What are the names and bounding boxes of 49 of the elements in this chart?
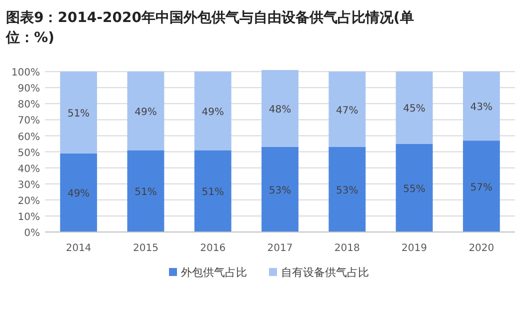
- x-tick-label: 2020: [468, 243, 494, 254]
- bar: [396, 72, 433, 144]
- bar: [262, 146, 298, 232]
- bar: [194, 150, 232, 232]
- y-tick-label: 80%: [18, 100, 40, 111]
- y-tick-label: 90%: [18, 84, 40, 95]
- bar: [127, 72, 164, 150]
- data-label: 51%: [202, 187, 224, 198]
- y-tick-label: 20%: [18, 196, 40, 207]
- data-label: 47%: [336, 105, 358, 116]
- data-label: 49%: [134, 106, 157, 118]
- x-tick-label: 2017: [267, 243, 293, 254]
- y-tick-label: 100%: [11, 68, 40, 79]
- bar: [462, 140, 500, 232]
- bar: [194, 72, 232, 150]
- bar: [127, 150, 164, 232]
- legend-label: 外包供气占比: [181, 266, 247, 279]
- bar: [396, 144, 433, 232]
- data-label: 53%: [268, 185, 292, 196]
- data-label: 51%: [67, 108, 90, 120]
- data-label: 43%: [470, 102, 493, 114]
- x-tick-label: 2019: [402, 243, 428, 254]
- y-tick-label: 60%: [18, 132, 40, 143]
- x-tick-label: 2014: [66, 243, 92, 254]
- data-label: 48%: [268, 104, 292, 116]
- bar: [60, 72, 98, 154]
- bar: [328, 146, 366, 232]
- chart-title: 图表9：2014-2020年中国外包供气与自由设备供气占比情况(单位：%): [5, 10, 414, 46]
- data-label: 45%: [403, 104, 426, 115]
- data-label: 55%: [403, 184, 426, 195]
- x-tick-label: 2016: [200, 243, 226, 254]
- data-label: 53%: [336, 185, 358, 196]
- y-tick-label: 50%: [18, 148, 40, 159]
- y-tick-label: 70%: [18, 116, 40, 127]
- y-tick-label: 40%: [18, 164, 40, 175]
- bar: [60, 153, 98, 232]
- bar: [462, 72, 500, 141]
- data-label: 51%: [134, 187, 157, 198]
- data-label: 49%: [202, 106, 224, 118]
- x-tick-label: 2015: [132, 243, 158, 254]
- bar: [328, 72, 366, 147]
- data-label: 49%: [67, 188, 90, 200]
- x-tick-label: 2018: [334, 243, 360, 254]
- bar: [262, 70, 298, 147]
- y-tick-label: 0%: [24, 228, 40, 239]
- y-tick-label: 10%: [18, 212, 40, 223]
- legend-label: 自有设备供气占比: [281, 266, 369, 279]
- data-label: 57%: [470, 182, 493, 194]
- y-tick-label: 30%: [18, 180, 40, 191]
